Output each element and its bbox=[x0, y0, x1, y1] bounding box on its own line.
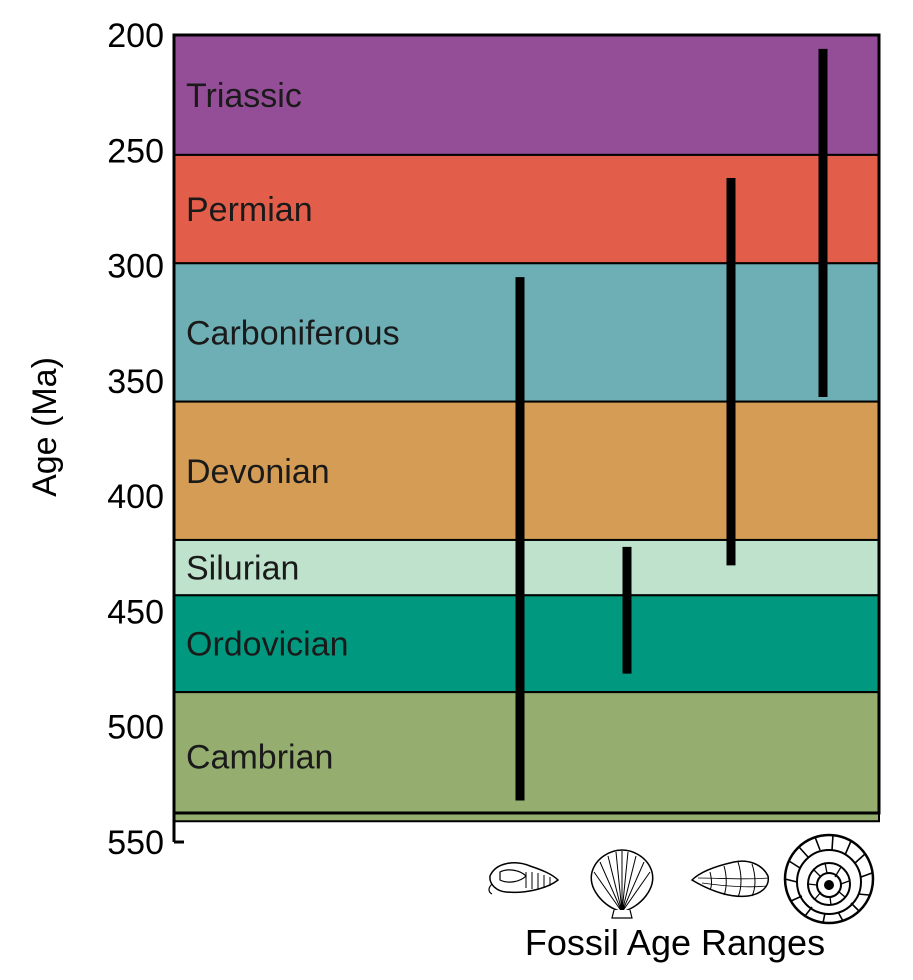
period-label-devonian: Devonian bbox=[186, 453, 330, 491]
period-label-cambrian: Cambrian bbox=[186, 739, 333, 777]
period-label-ordovician: Ordovician bbox=[186, 626, 349, 664]
y-axis-label: Age (Ma) bbox=[26, 357, 64, 497]
y-tick-label: 500 bbox=[107, 709, 164, 747]
y-tick-label: 450 bbox=[107, 593, 164, 631]
period-band-cambrian bbox=[173, 691, 880, 823]
period-band-triassic bbox=[173, 34, 880, 156]
period-label-triassic: Triassic bbox=[186, 77, 302, 115]
gastropod-shell-icon bbox=[690, 860, 770, 898]
ammonite-icon bbox=[783, 833, 875, 925]
period-label-permian: Permian bbox=[186, 191, 313, 229]
scallop-shell-icon bbox=[590, 849, 654, 919]
period-band-carboniferous bbox=[173, 262, 880, 403]
period-label-carboniferous: Carboniferous bbox=[186, 314, 400, 352]
period-label-silurian: Silurian bbox=[186, 550, 299, 588]
period-band-permian bbox=[173, 153, 880, 265]
period-band-ordovician bbox=[173, 594, 880, 694]
period-band-devonian bbox=[173, 400, 880, 541]
y-tick-label: 400 bbox=[107, 478, 164, 516]
y-tick-label: 250 bbox=[107, 132, 164, 170]
y-tick-label: 550 bbox=[107, 824, 164, 862]
y-tick-label: 300 bbox=[107, 248, 164, 286]
y-tick-label: 350 bbox=[107, 363, 164, 401]
y-tick-label: 200 bbox=[107, 17, 164, 55]
trilobite-icon bbox=[488, 862, 560, 895]
fossil-ranges-caption: Fossil Age Ranges bbox=[525, 922, 825, 963]
